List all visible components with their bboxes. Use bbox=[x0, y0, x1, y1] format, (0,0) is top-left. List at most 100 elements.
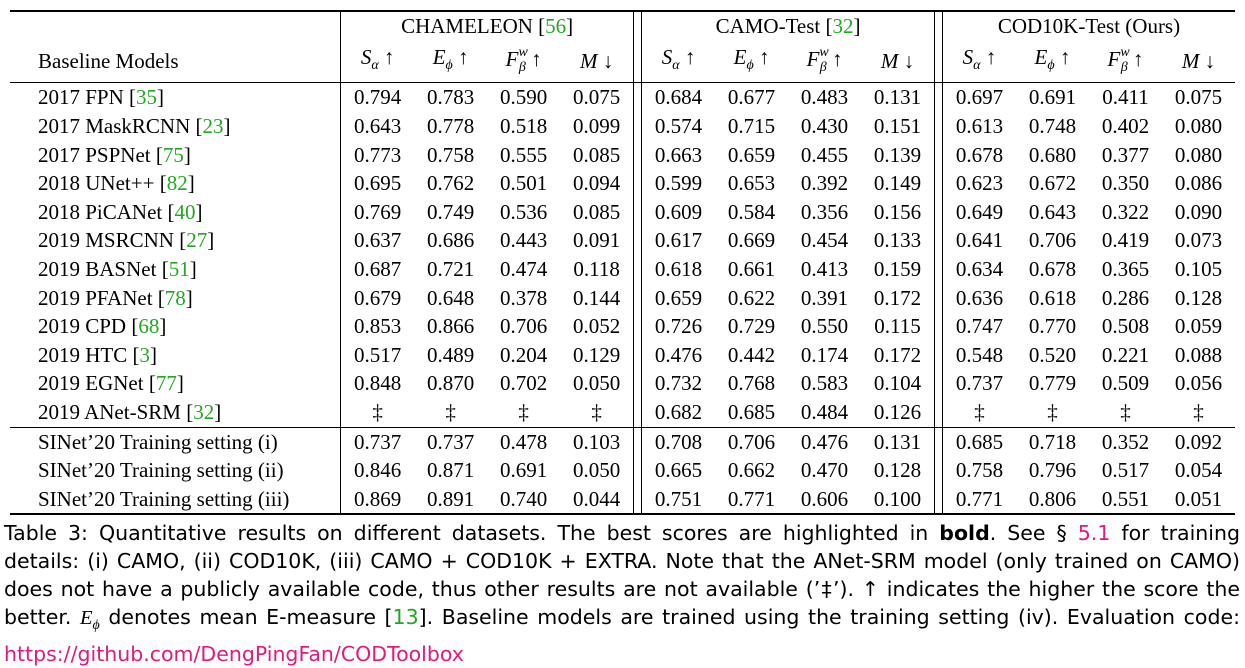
table-cell: 0.762 bbox=[427, 171, 475, 196]
table-row: 2018 PiCANet [40] 0.769 0.749 0.536 0.085 0.6… bbox=[10, 197, 1235, 227]
model-name: 2017 MaskRCNN [23] bbox=[38, 113, 231, 138]
header-blank bbox=[10, 10, 341, 41]
table-cell: 0.454 bbox=[800, 228, 849, 253]
emeasure-symbol: Eϕ bbox=[79, 607, 100, 634]
metric-symbol: Eϕ bbox=[733, 44, 754, 73]
results-table: CHAMELEON [56] CAMO-Test [32] COD10K-Tes… bbox=[10, 10, 1235, 516]
table-cell: 0.085 bbox=[573, 199, 621, 224]
table-cell: 0.659 bbox=[654, 285, 703, 310]
citation-link[interactable]: 75 bbox=[162, 142, 184, 167]
table-cell: 0.866 bbox=[427, 314, 475, 339]
table-cell: 0.672 bbox=[1028, 171, 1077, 196]
table-cell: 0.442 bbox=[727, 342, 776, 367]
table-cell: 0.484 bbox=[800, 399, 849, 424]
citation-link[interactable]: 13 bbox=[392, 605, 419, 629]
table-cell: 0.715 bbox=[727, 113, 776, 138]
model-name: 2019 CPD [68] bbox=[38, 314, 167, 339]
citation-link[interactable]: 56 bbox=[545, 14, 567, 38]
metric-header-f: Fwβ ↑ bbox=[788, 40, 862, 84]
table-cell: 0.413 bbox=[800, 256, 849, 281]
metric-arrow: ↑ bbox=[679, 44, 696, 69]
citation-link[interactable]: 23 bbox=[202, 113, 224, 138]
table-cell: 0.679 bbox=[340, 283, 415, 313]
citation-link[interactable]: 32 bbox=[193, 399, 215, 424]
table-row: SINet’20 Training setting (ii) 0.846 0.871… bbox=[10, 456, 1235, 485]
table-row: 2019 ANet-SRM [32] ‡ ‡ ‡ ‡ 0.682 0.685 0.484 0.1… bbox=[10, 397, 1235, 427]
dataset-name: CHAMELEON bbox=[401, 14, 533, 38]
table-cell: 0.476 bbox=[788, 426, 862, 457]
model-name: 2019 HTC [3] bbox=[38, 342, 157, 367]
citation-link[interactable]: 32 bbox=[832, 14, 854, 38]
table-cell: 0.641 bbox=[955, 228, 1004, 253]
table-cell: 0.702 bbox=[500, 371, 548, 396]
table-cell: 0.622 bbox=[727, 285, 776, 310]
metric-symbol: Fwβ bbox=[806, 44, 829, 75]
model-name: 2019 MSRCNN [27] bbox=[38, 228, 215, 253]
table-cell: 0.085 bbox=[573, 142, 621, 167]
table-cell: 0.128 bbox=[1174, 285, 1223, 310]
table-cell: ‡ bbox=[445, 399, 456, 424]
citation-link[interactable]: 40 bbox=[174, 199, 196, 224]
table-cell: 0.551 bbox=[1088, 484, 1162, 516]
citation-link[interactable]: 27 bbox=[186, 228, 208, 253]
table-cell: 0.128 bbox=[873, 458, 922, 483]
section-reference-link[interactable]: 5.1 bbox=[1077, 521, 1111, 545]
table-cell: 0.686 bbox=[427, 228, 475, 253]
table-cell: 0.771 bbox=[942, 484, 1016, 516]
metric-symbol: Sα bbox=[360, 44, 379, 73]
citation-link[interactable]: 77 bbox=[155, 371, 177, 396]
table-cell: 0.139 bbox=[873, 142, 922, 167]
citation-link[interactable]: 35 bbox=[136, 85, 158, 110]
table-cell: 0.623 bbox=[955, 171, 1004, 196]
table-cell: 0.617 bbox=[654, 228, 703, 253]
table-row: 2018 UNet++ [82] 0.695 0.762 0.501 0.094 0.59… bbox=[10, 169, 1235, 198]
double-rule bbox=[633, 40, 643, 84]
model-name: 2019 ANet-SRM [32] bbox=[38, 399, 222, 424]
citation-link[interactable]: 3 bbox=[139, 342, 151, 367]
table-cell: ‡ bbox=[1047, 399, 1058, 424]
metric-arrow: ↓ bbox=[898, 49, 915, 74]
dataset-header-chameleon: CHAMELEON [56] bbox=[340, 10, 634, 41]
table-cell: 0.151 bbox=[873, 113, 922, 138]
table-cell: 0.520 bbox=[1028, 342, 1077, 367]
table-cell: 0.678 bbox=[955, 142, 1004, 167]
table-cell: 0.050 bbox=[573, 371, 621, 396]
table-cell: 0.478 bbox=[487, 426, 561, 457]
caption-text: ]. Baseline models are trained using the… bbox=[418, 605, 1240, 629]
table-cell: 0.706 bbox=[1028, 228, 1077, 253]
metric-header-s: Sα ↑ bbox=[942, 40, 1016, 84]
double-rule bbox=[633, 426, 643, 457]
table-cell: 0.221 bbox=[1101, 342, 1150, 367]
metric-arrow: ↑ bbox=[980, 44, 997, 69]
table-cell: 0.669 bbox=[727, 228, 776, 253]
citation-link[interactable]: 78 bbox=[164, 285, 186, 310]
table-cell: 0.056 bbox=[1174, 371, 1223, 396]
table-row: 2017 FPN [35] 0.794 0.783 0.590 0.075 0.684 0.… bbox=[10, 82, 1235, 112]
double-rule bbox=[633, 369, 643, 398]
metric-header-m: M ↓ bbox=[1161, 40, 1235, 84]
double-rule bbox=[633, 82, 643, 112]
table-cell: 0.871 bbox=[427, 458, 475, 483]
table-cell: 0.350 bbox=[1101, 171, 1150, 196]
table-cell: ‡ bbox=[518, 399, 529, 424]
table-cell: 0.584 bbox=[727, 199, 776, 224]
metric-symbol: M bbox=[880, 49, 899, 74]
metric-symbol: M bbox=[1181, 49, 1200, 74]
citation-link[interactable]: 82 bbox=[166, 171, 188, 196]
citation-link[interactable]: 51 bbox=[168, 256, 190, 281]
table-cell: 0.391 bbox=[800, 285, 849, 310]
metric-symbol: Fwβ bbox=[505, 44, 528, 75]
caption-text: Table 3: Quantitative results on differe… bbox=[4, 521, 940, 545]
table-cell: 0.697 bbox=[955, 85, 1004, 110]
evaluation-code-link[interactable]: https://github.com/DengPingFan/CODToolbo… bbox=[4, 642, 464, 667]
table-cell: 0.662 bbox=[727, 458, 776, 483]
table-cell: 0.470 bbox=[800, 458, 849, 483]
double-rule bbox=[934, 197, 943, 227]
citation-link[interactable]: 68 bbox=[138, 314, 160, 339]
table-cell: 0.075 bbox=[1174, 85, 1223, 110]
table-cell: 0.870 bbox=[427, 371, 475, 396]
table-cell: 0.402 bbox=[1101, 113, 1150, 138]
table-cell: ‡ bbox=[974, 399, 985, 424]
metric-arrow: ↑ bbox=[826, 46, 843, 71]
table-cell: 0.129 bbox=[573, 342, 621, 367]
